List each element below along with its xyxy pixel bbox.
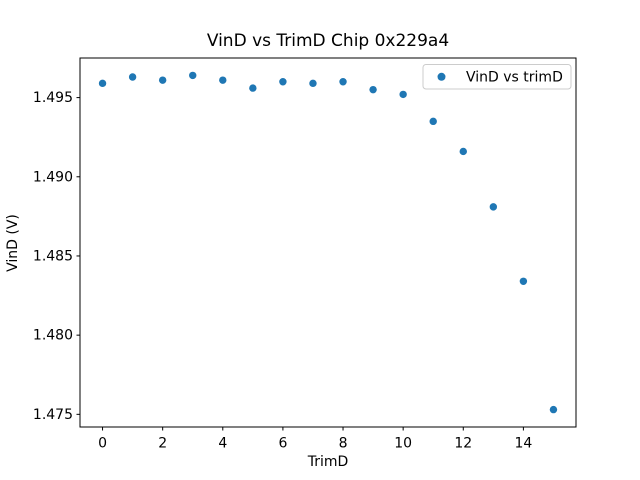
x-tick-label: 6 — [278, 436, 287, 452]
legend-box — [422, 64, 572, 90]
legend-label: VinD vs trimD — [466, 70, 563, 86]
x-tick-label: 14 — [514, 436, 532, 452]
y-tick-label: 1.480 — [33, 328, 73, 344]
scatter-point — [549, 405, 558, 414]
x-tick-label: 8 — [339, 436, 348, 452]
data-points — [98, 71, 558, 414]
scatter-point — [519, 277, 528, 286]
scatter-point — [489, 203, 498, 211]
plot-border — [79, 57, 577, 428]
y-tick-label: 1.495 — [33, 90, 73, 106]
legend-marker-icon — [437, 72, 446, 81]
scatter-point — [369, 85, 377, 94]
y-axis-label: VinD (V) — [5, 214, 21, 272]
x-axis-label: TrimD — [307, 454, 349, 470]
scatter-point — [339, 78, 347, 86]
scatter-point — [249, 84, 257, 92]
x-tick-label: 0 — [98, 436, 107, 452]
axis-ticks: 0 2 4 6 8 10 12 14 1.475 1.480 1.485 1.490 1.495 — [33, 90, 532, 451]
chart-title: VinD vs TrimD Chip 0x229a4 — [207, 31, 449, 51]
scatter-point — [429, 117, 437, 126]
x-tick-label: 12 — [454, 436, 472, 452]
y-tick-label: 1.475 — [33, 407, 73, 423]
scatter-point — [219, 76, 227, 84]
x-tick-label: 4 — [218, 436, 227, 452]
scatter-point — [128, 73, 137, 81]
scatter-point — [459, 147, 467, 156]
y-tick-label: 1.490 — [33, 169, 73, 185]
scatter-point — [279, 78, 287, 86]
plot-area — [80, 58, 576, 427]
x-tick-label: 10 — [394, 436, 412, 452]
scatter-point — [189, 71, 197, 80]
legend: VinD vs trimD — [422, 64, 572, 90]
x-tick-label: 2 — [158, 436, 167, 452]
scatter-point — [158, 76, 167, 84]
scatter-point — [309, 79, 317, 88]
y-tick-label: 1.485 — [33, 248, 73, 264]
scatter-point — [399, 90, 407, 99]
scatter-point — [98, 79, 107, 88]
